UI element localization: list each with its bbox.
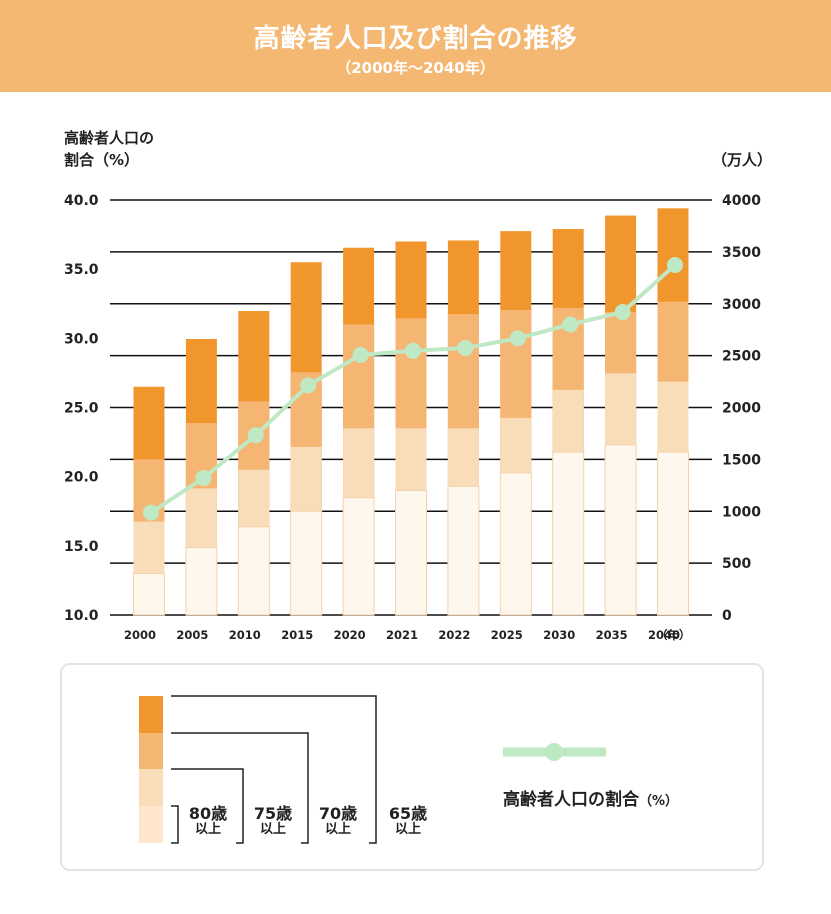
legend-label-80-bottom: 以上 [194,822,221,838]
left-tick-label: 40.0 [64,193,99,209]
legend-bracket-70 [171,732,309,844]
legend-line-label: 高齢者人口の割合（%） [503,785,678,810]
left-tick-label: 10.0 [64,608,99,624]
right-tick-label: 3500 [722,245,761,261]
left-tick-label: 25.0 [64,401,99,417]
line-point-2020 [352,346,369,363]
legend-swatch-70 [139,733,163,769]
right-axis-title: （万人） [712,151,772,169]
bar-80歳以上-2025 [499,472,532,616]
line-point-2040 [667,257,683,274]
x-tick-label: 2010 [229,628,261,642]
line-point-2000 [143,504,159,521]
legend-label-70-bottom: 以上 [324,822,351,838]
legend-swatch-80 [139,806,163,843]
legend-bracket-75 [171,768,244,844]
line-point-2035 [614,304,631,321]
x-tick-label: 2021 [386,628,418,642]
right-tick-label: 2000 [722,401,761,417]
legend-label-75-bottom: 以上 [259,822,286,838]
bar-80歳以上-2020 [342,497,375,616]
line-point-2015 [300,377,317,394]
legend-label-80-top: 80歳 [188,804,228,823]
bar-80歳以上-2035 [604,444,637,616]
left-tick-label: 30.0 [64,331,99,347]
legend-line-label-text: 高齢者人口の割合 [503,790,639,810]
legend-bracket-65 [171,695,377,844]
right-tick-label: 500 [722,556,751,572]
bar-80歳以上-2030 [552,451,585,616]
x-tick-label: 2020 [334,628,366,642]
x-tick-label: 2035 [596,628,628,642]
legend-label-75-top: 75歳 [253,804,293,823]
right-tick-label: 1500 [722,452,761,468]
line-point-2025 [509,330,526,347]
bar-80歳以上-2010 [237,526,270,616]
x-tick-label: 2015 [281,628,313,642]
bar-80歳以上-2021 [395,490,427,616]
legend-swatch-75 [139,769,163,806]
right-tick-label: 1000 [722,504,761,520]
legend-label-75: 75歳 以上 [249,804,297,838]
legend-swatch-65 [139,696,163,733]
bar-80歳以上-2015 [290,510,323,616]
x-tick-label: 2040 [648,628,680,642]
x-tick-label: 2005 [176,628,208,642]
x-tick-label: 2000 [124,628,156,642]
line-point-2030 [562,316,579,333]
line-point-2021 [405,342,421,359]
x-tick-label: 2030 [543,628,575,642]
x-tick-label: 2022 [438,628,470,642]
left-axis-title-line2: 割合（%） [64,151,139,169]
legend-label-70-top: 70歳 [318,804,358,823]
x-tick-label: 2025 [491,628,523,642]
legend-label-80: 80歳 以上 [184,804,232,838]
bar-line-chart: 高齢者人口の 割合（%） （万人） 0 500 1000 1500 2000 2500 30… [64,129,772,642]
legend-line-marker [545,743,563,761]
chart-title: 高齢者人口及び割合の推移 [253,24,578,54]
bar-80歳以上-2005 [185,547,218,616]
bar-80歳以上-2022 [447,485,480,616]
legend-label-65: 65歳 以上 [384,804,432,838]
left-tick-label: 35.0 [64,262,99,278]
left-tick-label: 15.0 [64,539,99,555]
line-point-2010 [247,427,264,444]
legend-label-70: 70歳 以上 [314,804,362,838]
chart-subtitle: （2000年～2040年） [336,59,495,77]
legend-label-65-bottom: 以上 [394,822,421,838]
bar-80歳以上-2000 [133,573,165,616]
left-tick-label: 20.0 [64,470,99,486]
legend-line-label-unit: （%） [639,794,679,809]
line-point-2005 [195,470,212,487]
chart-header: 高齢者人口及び割合の推移 （2000年～2040年） [0,0,831,92]
right-tick-label: 2500 [722,349,761,365]
line-point-2022 [457,340,474,357]
legend-label-65-top: 65歳 [388,804,428,823]
right-tick-label: 3000 [722,297,761,313]
legend-bracket-80 [171,805,179,844]
left-axis-title-line1: 高齢者人口の [64,129,154,147]
right-tick-label: 0 [722,608,732,624]
right-tick-label: 4000 [722,193,761,209]
x-unit-label: （年） [656,628,691,642]
bar-80歳以上-2040 [657,451,689,616]
